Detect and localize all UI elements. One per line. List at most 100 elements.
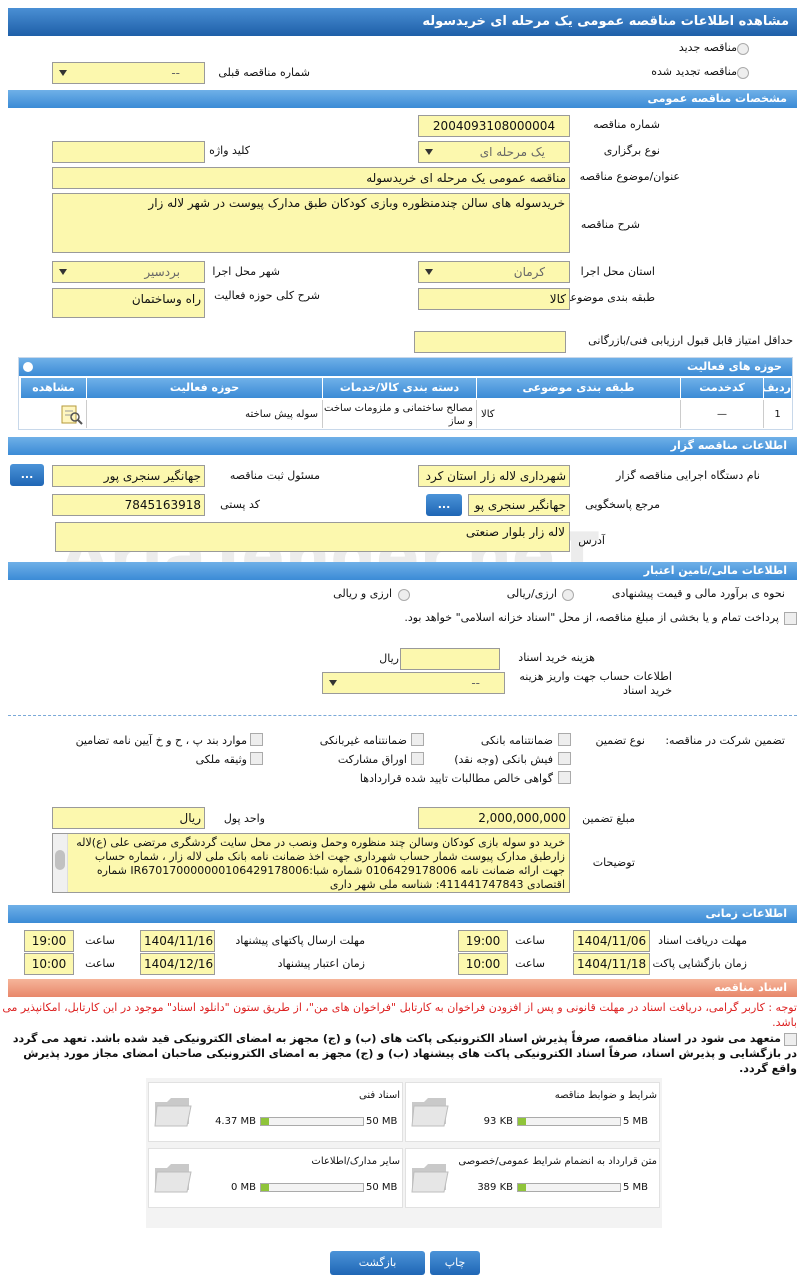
- checkbox: [558, 771, 571, 784]
- label: اطلاعات حساب جهت واریز هزینه خرید اسناد: [519, 670, 672, 697]
- section-bar: مشخصات مناقصه عمومی: [8, 90, 797, 108]
- select: بردسیر: [52, 261, 205, 283]
- radio-label: مناقصه تجدید شده: [651, 65, 737, 78]
- collapse-icon[interactable]: [23, 362, 33, 372]
- input: [52, 141, 205, 163]
- checkbox: [558, 752, 571, 765]
- notice: توجه : کاربر گرامی، دریافت اسناد در مهلت…: [2, 1001, 797, 1029]
- input: ریال: [52, 807, 205, 829]
- textarea: خریدسوله های سالن چندمنظوره وبازی کودکان…: [52, 193, 570, 253]
- input: 19:00: [24, 930, 74, 952]
- checkbox: [558, 733, 571, 746]
- label: ساعت: [85, 934, 115, 947]
- label: مهلت ارسال پاکتهای پیشنهاد: [235, 934, 365, 947]
- input: 1404/12/16: [140, 953, 215, 975]
- label: شهر محل اجرا: [212, 265, 280, 278]
- input: کالا: [418, 288, 570, 310]
- file-max: 50 MB: [366, 1182, 398, 1193]
- progress-bar: [517, 1117, 621, 1126]
- print-button[interactable]: چاپ: [430, 1251, 480, 1275]
- radio: [562, 589, 574, 601]
- radio[interactable]: [737, 43, 749, 55]
- label: آدرس: [578, 534, 605, 547]
- table-header: ردیف: [762, 378, 791, 398]
- radio[interactable]: [737, 67, 749, 79]
- checkbox-label: وثیقه ملکی: [195, 753, 247, 766]
- label: نام دستگاه اجرایی مناقصه گزار: [616, 469, 760, 482]
- input: 1404/11/16: [140, 930, 215, 952]
- file-size: 93 KB: [483, 1116, 513, 1127]
- checkbox-label: اوراق مشارکت: [337, 753, 407, 766]
- file-box[interactable]: [405, 1148, 660, 1208]
- folder-icon: [153, 1160, 193, 1194]
- label: مبلغ تضمین: [582, 812, 635, 825]
- back-button[interactable]: بازگشت: [330, 1251, 425, 1275]
- checkbox: [784, 612, 797, 625]
- unit: ریال: [379, 652, 399, 665]
- radio-label: ارزی و ریالی: [333, 587, 392, 600]
- checkbox-label: گواهی خالص مطالبات تایید شده قراردادها: [359, 772, 553, 785]
- table-header: کدخدمت: [680, 378, 763, 398]
- file-size: 389 KB: [477, 1182, 513, 1193]
- section-bar: اطلاعات مالی/تامین اعتبار: [8, 562, 797, 580]
- section-bar: اطلاعات مناقصه گزار: [8, 437, 797, 455]
- table-cell: سوله پیش ساخته: [86, 400, 322, 428]
- folder-icon: [410, 1094, 450, 1128]
- label: مسئول ثبت مناقصه: [229, 469, 320, 482]
- title-bar: [8, 8, 797, 36]
- select[interactable]: --: [52, 62, 205, 84]
- label: مرجع پاسخگویی: [585, 498, 660, 511]
- progress-fill: [261, 1118, 269, 1125]
- file-name: شرایط و ضوابط مناقصه: [554, 1090, 657, 1101]
- label: نوع تضمین: [595, 734, 645, 747]
- file-box[interactable]: [148, 1148, 403, 1208]
- file-box[interactable]: [405, 1082, 660, 1142]
- label: توضیحات: [592, 856, 635, 869]
- input: جهانگیر سنجری پور: [52, 465, 205, 487]
- checkbox: [411, 733, 424, 746]
- progress-bar: [260, 1183, 364, 1192]
- scrollbar[interactable]: [53, 834, 68, 892]
- label: زمان اعتبار پیشنهاد: [277, 957, 365, 970]
- input: [400, 648, 500, 670]
- table-cell: 1: [763, 400, 791, 428]
- button[interactable]: ...: [426, 494, 462, 516]
- input: [414, 331, 566, 353]
- label: ساعت: [515, 957, 545, 970]
- radio-label: ارزی/ریالی: [506, 587, 557, 600]
- radio-label: مناقصه جدید: [678, 41, 737, 54]
- file-name: سایر مدارک/اطلاعات: [311, 1156, 400, 1167]
- checkbox-label: ضمانتنامه غیربانکی: [319, 734, 407, 747]
- label: واحد پول: [223, 812, 265, 825]
- textarea: لاله زار بلوار صنعتی: [55, 522, 570, 552]
- file-box[interactable]: [148, 1082, 403, 1142]
- progress-fill: [518, 1184, 526, 1191]
- input: 10:00: [24, 953, 74, 975]
- file-max: 50 MB: [366, 1116, 398, 1127]
- table-cell: مصالح ساختمانی و ملزومات ساخت و ساز: [322, 400, 476, 428]
- label: تضمین شرکت در مناقصه:: [665, 734, 785, 747]
- label: نوع برگزاری: [603, 144, 660, 157]
- select: کرمان: [418, 261, 570, 283]
- label: هزینه خرید اسناد: [518, 651, 595, 664]
- label: شرح مناقصه: [580, 218, 640, 231]
- button[interactable]: ...: [10, 464, 44, 486]
- section-bar: اطلاعات زمانی: [8, 905, 797, 923]
- table-header: مشاهده: [20, 378, 86, 398]
- checkbox-label: فیش بانکی (وجه نقد): [454, 753, 553, 766]
- file-size: 4.37 MB: [215, 1116, 256, 1127]
- file-max: 5 MB: [623, 1182, 649, 1193]
- label: شماره مناقصه قبلی: [218, 66, 310, 79]
- label: مهلت دریافت اسناد: [658, 934, 747, 947]
- input: 2004093108000004: [418, 115, 570, 137]
- label: شرح کلی حوزه فعالیت: [214, 289, 320, 302]
- folder-icon: [410, 1160, 450, 1194]
- file-max: 5 MB: [623, 1116, 649, 1127]
- label: ساعت: [515, 934, 545, 947]
- input: 7845163918: [52, 494, 205, 516]
- file-name: اسناد فنی: [359, 1090, 400, 1101]
- view-icon[interactable]: [60, 404, 84, 426]
- section-bar: اسناد مناقصه: [8, 979, 797, 997]
- label: عنوان/موضوع مناقصه: [579, 170, 680, 183]
